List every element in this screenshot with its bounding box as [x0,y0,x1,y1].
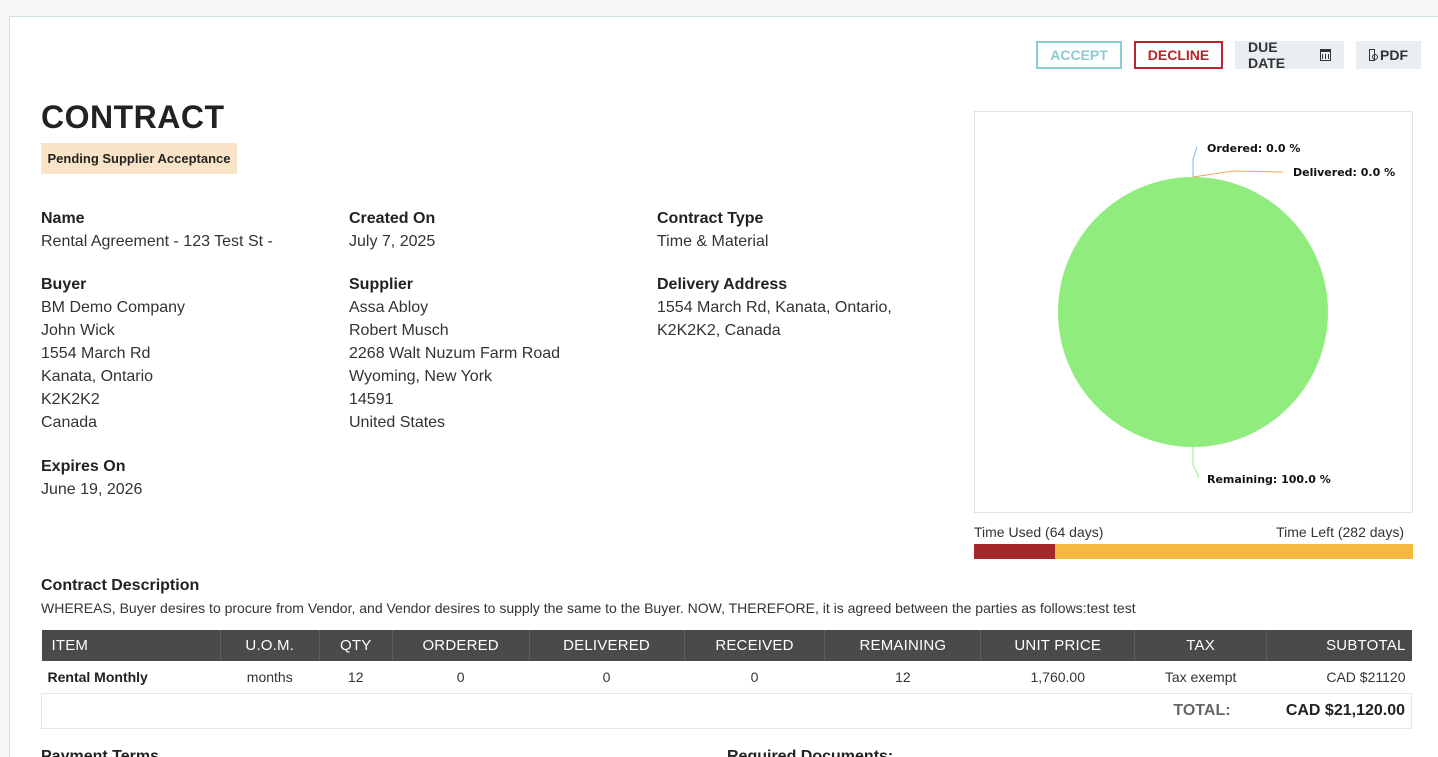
buyer-label: Buyer [41,276,87,293]
time-labels: Time Used (64 days) Time Left (282 days) [974,524,1404,540]
cell-tax: Tax exempt [1164,668,1237,685]
column-header: ORDERED [392,630,530,661]
progress-pie-chart: Ordered: 0.0 % Delivered: 0.0 % Remaining:… [974,111,1413,513]
supplier-line: 14591 [349,391,394,408]
total-label: TOTAL: [1173,701,1231,719]
delivery-address-label: Delivery Address [657,276,788,293]
buyer-line: John Wick [41,322,115,339]
column-header: RECEIVED [684,630,826,661]
table-header-row: ITEM U.O.M. QTY ORDERED DELIVERED RECEIV… [41,630,1412,661]
delivery-address-line: 1554 March Rd, Kanata, Ontario, [657,299,892,316]
column-header: DELIVERED [529,630,685,661]
cell-ordered: 0 [456,668,465,685]
expires-on-field: Expires On June 19, 2026 [41,455,142,501]
buyer-line: Kanata, Ontario [41,368,154,385]
time-used-fill [974,544,1056,559]
time-used-label: Time Used (64 days) [974,524,1104,540]
cell-uom: months [246,668,293,685]
page-title: CONTRACT [41,99,225,135]
cell-unit-price: 1,760.00 [1030,668,1086,685]
delivery-address-field: Delivery Address 1554 March Rd, Kanata, … [657,273,892,342]
column-header: TAX [1134,630,1268,661]
delivery-address-line: K2K2K2, Canada [657,322,781,339]
pie-svg: Ordered: 0.0 % Delivered: 0.0 % Remaining:… [1058,142,1395,486]
pdf-label: PDF [1380,47,1408,63]
file-pdf-icon [1369,49,1378,61]
payment-terms-heading: Payment Terms [41,748,159,757]
description-label: Contract Description [41,577,200,594]
buyer-line: K2K2K2 [41,391,100,408]
created-on-field: Created On July 7, 2025 [349,207,435,253]
supplier-line: Robert Musch [349,322,449,339]
total-row: TOTAL: CAD $21,120.00 [41,693,1412,728]
column-header: QTY [319,630,393,661]
created-on-value: July 7, 2025 [349,233,436,250]
pie-connector-ordered [1192,146,1198,177]
name-field: Name Rental Agreement - 123 Test St - [41,207,273,253]
accept-button[interactable]: ACCEPT [1036,41,1122,69]
buyer-line: Canada [41,414,98,431]
decline-button[interactable]: DECLINE [1134,41,1223,69]
column-header: ITEM [41,630,221,661]
pdf-button[interactable]: PDF [1356,41,1421,69]
name-label: Name [41,210,85,227]
time-left-label: Time Left (282 days) [1276,524,1404,540]
pie-label-ordered: Ordered: 0.0 % [1207,142,1300,155]
supplier-line: 2268 Walt Nuzum Farm Road [349,345,561,362]
contract-type-value: Time & Material [657,233,769,250]
pie-label-delivered: Delivered: 0.0 % [1293,166,1395,179]
supplier-line: United States [349,414,446,431]
column-header: UNIT PRICE [980,630,1136,661]
cell-qty: 12 [347,668,364,685]
cell-subtotal: CAD $21120 [1326,668,1406,685]
table-row: Rental Monthly months 12 0 0 0 12 1,760.… [41,661,1412,693]
description-text: WHEREAS, Buyer desires to procure from V… [41,600,1136,616]
status-badge: Pending Supplier Acceptance [41,143,237,174]
cell-remaining: 12 [895,668,911,685]
items-table: ITEM U.O.M. QTY ORDERED DELIVERED RECEIV… [41,630,1412,729]
created-on-label: Created On [349,210,436,227]
supplier-line: Wyoming, New York [349,368,493,385]
buyer-line: 1554 March Rd [41,345,151,362]
action-toolbar: ACCEPT DECLINE DUE DATE PDF [1036,39,1421,71]
pie-connector-delivered [1192,170,1284,178]
name-value: Rental Agreement - 123 Test St - [41,233,273,250]
required-documents-heading: Required Documents: [727,748,894,757]
pie-slice-remaining[interactable] [1058,177,1328,447]
time-progress-bar [974,544,1413,559]
buyer-field: Buyer BM Demo Company John Wick 1554 Mar… [41,273,185,434]
pie-label-remaining: Remaining: 100.0 % [1207,473,1331,486]
pie-connector-remaining [1192,447,1200,478]
column-header: SUBTOTAL [1326,637,1406,654]
cell-received: 0 [750,668,759,685]
supplier-field: Supplier Assa Abloy Robert Musch 2268 Wa… [349,273,560,434]
total-value: CAD $21,120.00 [1285,701,1405,719]
due-date-button[interactable]: DUE DATE [1235,39,1344,71]
calendar-icon [1319,49,1331,61]
contract-type-field: Contract Type Time & Material [657,207,768,253]
supplier-label: Supplier [349,276,414,293]
contract-type-label: Contract Type [657,210,764,227]
expires-on-value: June 19, 2026 [41,481,143,498]
column-header: U.O.M. [220,630,320,661]
column-header: REMAINING [824,630,982,661]
cell-item: Rental Monthly [47,668,148,685]
due-date-label: DUE DATE [1248,39,1286,71]
cell-delivered: 0 [602,668,611,685]
expires-on-label: Expires On [41,458,126,475]
supplier-line: Assa Abloy [349,299,429,316]
buyer-line: BM Demo Company [41,299,186,316]
